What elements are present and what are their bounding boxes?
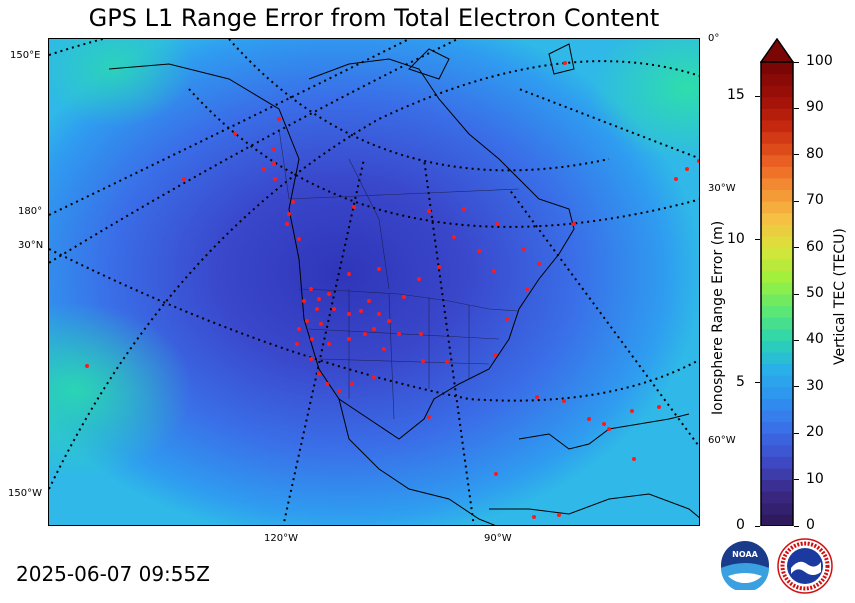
colorbar-band	[761, 456, 793, 469]
nws-logo-graphic	[777, 538, 833, 594]
tec-tick-label: 30	[806, 377, 824, 394]
tec-tick-label: 0	[806, 517, 815, 533]
noaa-logo: NOAA	[720, 540, 770, 592]
colorbar-band	[761, 212, 793, 225]
colorbar-band	[761, 386, 793, 399]
colorbar-band	[761, 514, 793, 527]
colorbar-band	[761, 305, 793, 318]
colorbar-band	[761, 352, 793, 365]
colorbar-band	[761, 154, 793, 167]
colorbar-band	[761, 73, 793, 86]
tec-tick-label: 10	[806, 470, 824, 487]
colorbar-band	[761, 201, 793, 214]
tec-tick-mark	[794, 293, 799, 295]
tec-tick-mark	[794, 154, 799, 156]
colorbar-band	[761, 363, 793, 376]
range-error-tick-mark	[755, 95, 760, 97]
lon-label-30w: 30°W	[708, 183, 736, 194]
colorbar-band	[761, 96, 793, 109]
colorbar-band	[761, 282, 793, 295]
tec-tick-mark	[794, 525, 799, 527]
tec-tick-mark	[794, 386, 799, 388]
colorbar-extend-arrow	[759, 37, 795, 63]
colorbar-band	[761, 189, 793, 202]
colorbar-band	[761, 259, 793, 272]
range-error-tick-label: 15	[727, 87, 745, 104]
noaa-logo-graphic: NOAA	[721, 541, 769, 592]
lat-label-180: 180°	[18, 206, 43, 217]
borders	[278, 128, 520, 420]
colorbar-band	[761, 270, 793, 283]
tec-tick-mark	[794, 432, 799, 434]
colorbar-band	[761, 62, 793, 75]
colorbar-band	[761, 120, 793, 133]
colorbar-band	[761, 433, 793, 446]
colorbar-band	[761, 479, 793, 492]
lon-label-0: 0°	[708, 33, 720, 44]
graticule	[49, 39, 699, 525]
range-error-tick-label: 5	[736, 373, 745, 390]
tec-tick-label: 90	[806, 99, 824, 116]
colorbar-band	[761, 236, 793, 249]
colorbar-band	[761, 85, 793, 98]
tec-tick-mark	[794, 61, 799, 63]
colorbar-band	[761, 143, 793, 156]
tec-tick-label: 80	[806, 145, 824, 162]
tec-tick-mark	[794, 247, 799, 249]
timestamp: 2025-06-07 09:55Z	[16, 562, 210, 586]
range-error-tick-label: 0	[736, 517, 745, 533]
station-dots	[85, 61, 699, 519]
colorbar-band	[761, 375, 793, 388]
colorbar-band	[761, 131, 793, 144]
map-title: GPS L1 Range Error from Total Electron C…	[88, 4, 660, 32]
noaa-logo-text: NOAA	[732, 550, 758, 559]
tec-map-canvas	[49, 39, 699, 525]
colorbar-band	[761, 502, 793, 515]
colorbar-band	[761, 340, 793, 353]
coastlines	[108, 43, 699, 525]
lon-label-120w: 120°W	[264, 533, 298, 544]
colorbar-band	[761, 166, 793, 179]
range-error-tick-mark	[755, 382, 760, 384]
tec-tick-mark	[794, 107, 799, 109]
nws-logo	[777, 538, 833, 594]
tec-tick-mark	[794, 479, 799, 481]
lat-label-150w: 150°W	[8, 488, 42, 499]
colorbar-band	[761, 178, 793, 191]
colorbar-band	[761, 491, 793, 504]
range-error-tick-label: 10	[727, 230, 745, 247]
tec-tick-mark	[794, 200, 799, 202]
colorbar-band	[761, 108, 793, 121]
lon-label-90w: 90°W	[484, 533, 512, 544]
range-error-tick-mark	[755, 239, 760, 241]
tec-tick-label: 50	[806, 285, 824, 301]
colorbar-band	[761, 468, 793, 481]
colorbar-bar	[759, 37, 795, 527]
lon-label-60w: 60°W	[708, 435, 736, 446]
tec-tick-label: 40	[806, 331, 824, 348]
tec-tick-label: 20	[806, 424, 824, 441]
colorbar-band	[761, 421, 793, 434]
tec-map: 120°W	[48, 38, 700, 526]
range-error-tick-mark	[755, 525, 760, 527]
tec-tick-label: 60	[806, 238, 824, 255]
colorbar-band	[761, 224, 793, 237]
colorbar-band	[761, 328, 793, 341]
tec-axis-label: Vertical TEC (TECU)	[832, 228, 848, 365]
colorbar-band	[761, 444, 793, 457]
tec-tick-mark	[794, 339, 799, 341]
colorbar-band	[761, 247, 793, 260]
colorbar-band	[761, 317, 793, 330]
lat-label-150e: 150°E	[10, 50, 41, 61]
colorbar	[759, 37, 795, 527]
range-error-axis-label: Ionosphere Range Error (m)	[710, 220, 726, 415]
tec-tick-label: 100	[806, 53, 833, 69]
colorbar-band	[761, 410, 793, 423]
colorbar-band	[761, 294, 793, 307]
colorbar-band	[761, 398, 793, 411]
tec-tick-label: 70	[806, 192, 824, 209]
lat-label-30n: 30°N	[18, 240, 44, 251]
